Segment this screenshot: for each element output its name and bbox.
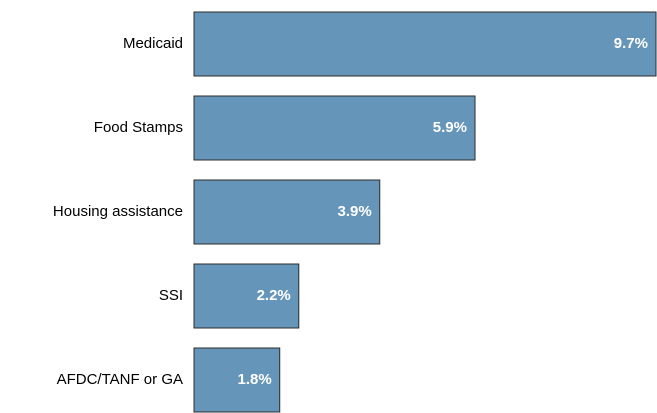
value-label: 3.9%: [338, 203, 372, 220]
value-label: 5.9%: [433, 119, 467, 136]
value-label: 9.7%: [614, 35, 648, 52]
category-label: AFDC/TANF or GA: [57, 371, 183, 388]
value-label: 2.2%: [257, 287, 291, 304]
bar: [193, 11, 657, 77]
category-label: Food Stamps: [94, 119, 183, 136]
category-label: Housing assistance: [53, 203, 183, 220]
bar: [193, 347, 281, 413]
category-label: SSI: [159, 287, 183, 304]
category-label: Medicaid: [123, 35, 183, 52]
bar: [193, 95, 476, 161]
bar: [193, 263, 300, 329]
bar: [193, 179, 381, 245]
value-label: 1.8%: [238, 371, 272, 388]
